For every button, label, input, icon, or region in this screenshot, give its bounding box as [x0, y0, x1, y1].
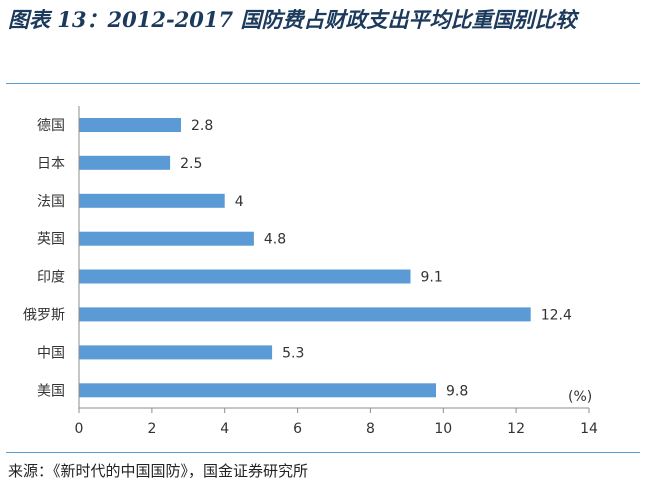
category-label: 德国 — [37, 118, 65, 134]
data-label: 9.1 — [421, 270, 443, 286]
bar — [79, 118, 181, 132]
x-tick-label: 2 — [147, 421, 156, 437]
source-note: 来源：《新时代的中国国防》，国金证券研究所 — [8, 462, 309, 480]
bar — [79, 307, 531, 322]
bar — [79, 193, 225, 208]
data-label: 5.3 — [282, 345, 304, 361]
category-label: 日本 — [37, 156, 65, 172]
bar — [79, 269, 411, 284]
bar — [79, 345, 273, 360]
x-tick-label: 6 — [293, 421, 302, 437]
unit-label: (%) — [568, 389, 592, 405]
x-tick-label: 0 — [75, 421, 84, 437]
category-label: 英国 — [37, 231, 65, 248]
x-tick-label: 14 — [580, 421, 598, 437]
data-label: 2.5 — [180, 156, 202, 172]
category-label: 印度 — [37, 270, 65, 286]
x-axis: 0 2 4 6 8 10 12 14 — [75, 106, 598, 437]
x-tick-label: 8 — [366, 421, 375, 437]
source-divider — [6, 452, 640, 453]
data-label: 9.8 — [446, 383, 468, 399]
value-labels: 2.8 2.5 4 4.8 9.1 12.4 5.3 9.8 — [180, 118, 572, 399]
bar — [79, 155, 171, 170]
category-label: 法国 — [37, 194, 65, 210]
data-label: 2.8 — [191, 118, 213, 134]
title-divider — [6, 83, 640, 84]
chart-title: 图表 13：2012-2017 国防费占财政支出平均比重国别比较 — [8, 7, 577, 32]
category-label: 中国 — [37, 345, 65, 361]
bar — [79, 231, 254, 246]
bar-group — [79, 118, 531, 398]
data-label: 4.8 — [264, 232, 286, 248]
bar — [79, 383, 436, 398]
x-tick-label: 10 — [434, 421, 452, 437]
x-tick-label: 12 — [507, 421, 525, 437]
category-label: 美国 — [37, 383, 65, 399]
x-tick-label: 4 — [220, 421, 229, 437]
data-label: 12.4 — [541, 307, 572, 323]
category-label: 俄罗斯 — [23, 307, 65, 323]
data-label: 4 — [235, 194, 244, 210]
